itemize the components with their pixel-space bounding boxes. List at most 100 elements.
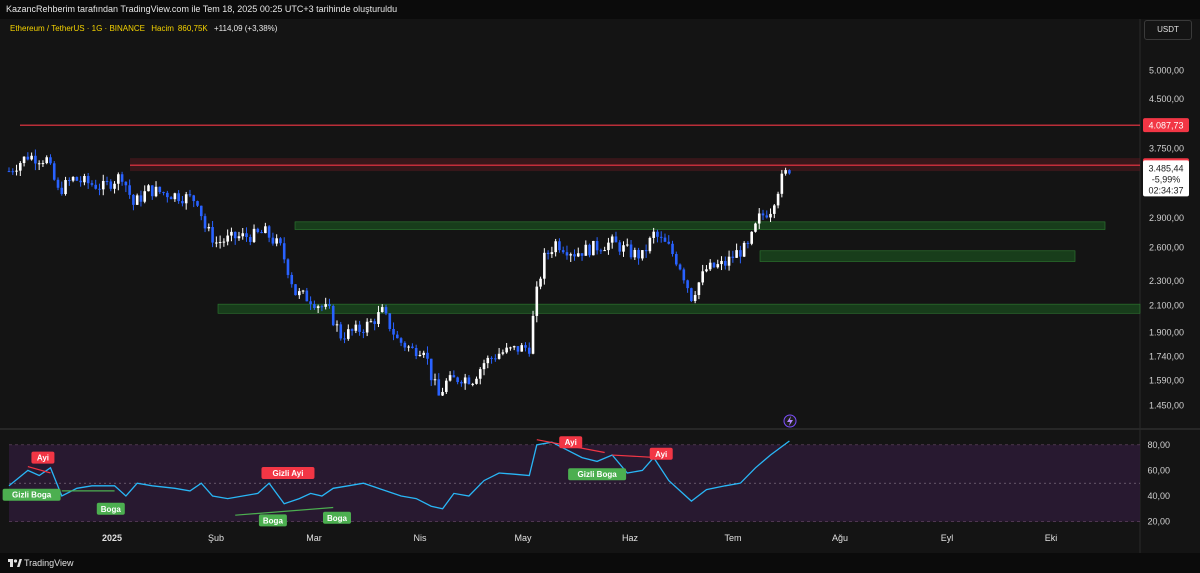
time-tick-label: Eyl (941, 533, 954, 543)
candle-body (543, 252, 546, 279)
candle-body (482, 363, 486, 370)
candle-body (135, 195, 139, 205)
candle-body (162, 192, 165, 194)
candle-body (701, 271, 704, 283)
candle-body (245, 233, 248, 237)
candle-body (290, 274, 294, 285)
candle-body (177, 193, 180, 202)
candle-body (203, 216, 207, 229)
candle-body (505, 347, 508, 353)
price-tick-label: 2.600,00 (1149, 243, 1184, 253)
price-tick-label: 2.900,00 (1149, 213, 1184, 223)
candle-body (501, 352, 505, 354)
candle-body (297, 291, 301, 296)
candle-body (282, 243, 286, 260)
candle-body (769, 213, 772, 218)
candle-body (79, 180, 82, 183)
candle-body (143, 191, 147, 202)
candle-body (780, 173, 784, 194)
candle-body (765, 215, 769, 218)
candle-body (286, 259, 290, 275)
candle-body (207, 227, 211, 229)
candle-body (637, 249, 640, 259)
candle-body (463, 377, 467, 384)
candle-body (411, 346, 414, 349)
candle-body (113, 183, 116, 189)
price-tick-label: 1.740,00 (1149, 351, 1184, 361)
candle-body (105, 180, 109, 182)
candle-body (445, 380, 448, 392)
last-price-text: 3.485,44 (1148, 163, 1183, 173)
candle-body (11, 171, 15, 173)
candle-body (735, 250, 738, 258)
divergence-label-box (2, 488, 61, 501)
candle-body (497, 353, 501, 359)
candle-body (788, 170, 791, 174)
candle-body (211, 227, 214, 243)
candle-body (614, 236, 618, 243)
candle-body (392, 328, 395, 335)
lightning-bolt-icon (787, 416, 793, 426)
candle-body (169, 197, 173, 200)
candle-body (584, 244, 588, 256)
candle-body (742, 242, 746, 257)
candle-body (124, 181, 128, 186)
candle-body (610, 236, 614, 243)
last-price-text: 02:34:37 (1148, 185, 1183, 195)
time-tick-label: Ağu (832, 533, 848, 543)
candle-body (520, 345, 524, 352)
candle-body (724, 260, 727, 266)
candle-body (561, 250, 565, 253)
candle-body (441, 391, 444, 396)
price-tick-label: 1.590,00 (1149, 376, 1184, 386)
candle-body (565, 252, 569, 256)
candle-body (757, 213, 761, 224)
change-value: +114,09 (+3,38%) (213, 24, 278, 33)
candle-body (629, 244, 633, 258)
price-tick-label: 4.500,00 (1149, 94, 1184, 104)
price-tick-label: 5.000,00 (1149, 66, 1184, 76)
currency-selector[interactable]: USDT (1144, 20, 1192, 40)
candle-body (241, 233, 245, 237)
tradingview-logo-icon[interactable] (8, 559, 22, 567)
candle-body (52, 163, 56, 180)
candle-body (264, 226, 267, 234)
divergence-label-box (649, 447, 673, 460)
candle-body (527, 347, 531, 354)
candle-body (222, 241, 226, 243)
candle-body (399, 338, 403, 343)
divergence-label-text: Gizli Ayi (272, 469, 303, 478)
candle-body (132, 194, 135, 205)
candle-body (754, 223, 757, 232)
candle-body (354, 324, 358, 331)
symbol-legend[interactable]: Ethereum / TetherUS · 1G · BINANCE Hacim… (10, 24, 281, 33)
candle-body (396, 334, 399, 339)
candle-body (599, 250, 603, 252)
candle-body (86, 176, 90, 184)
candle-body (313, 304, 316, 309)
candle-body (188, 194, 192, 196)
candle-body (516, 346, 520, 352)
candle-body (384, 307, 388, 314)
candle-body (362, 331, 365, 333)
candle-body (776, 193, 780, 206)
candle-body (275, 238, 278, 244)
candle-body (471, 383, 475, 385)
candle-body (554, 241, 557, 253)
time-tick-label: May (514, 533, 532, 543)
candle-body (150, 185, 154, 197)
price-tick-label: 1.450,00 (1149, 401, 1184, 411)
candle-body (727, 256, 731, 266)
candle-body (573, 254, 576, 257)
candle-body (524, 345, 527, 348)
candle-body (339, 324, 343, 339)
candle-body (343, 338, 346, 340)
support-zone (217, 303, 1141, 314)
candle-body (199, 205, 203, 217)
time-tick-label: Mar (306, 533, 322, 543)
candle-body (331, 305, 335, 326)
candle-body (648, 237, 652, 252)
symbol-name: Ethereum / TetherUS · 1G · BINANCE (10, 24, 146, 33)
divergence-label-text: Gizli Boga (12, 491, 52, 500)
